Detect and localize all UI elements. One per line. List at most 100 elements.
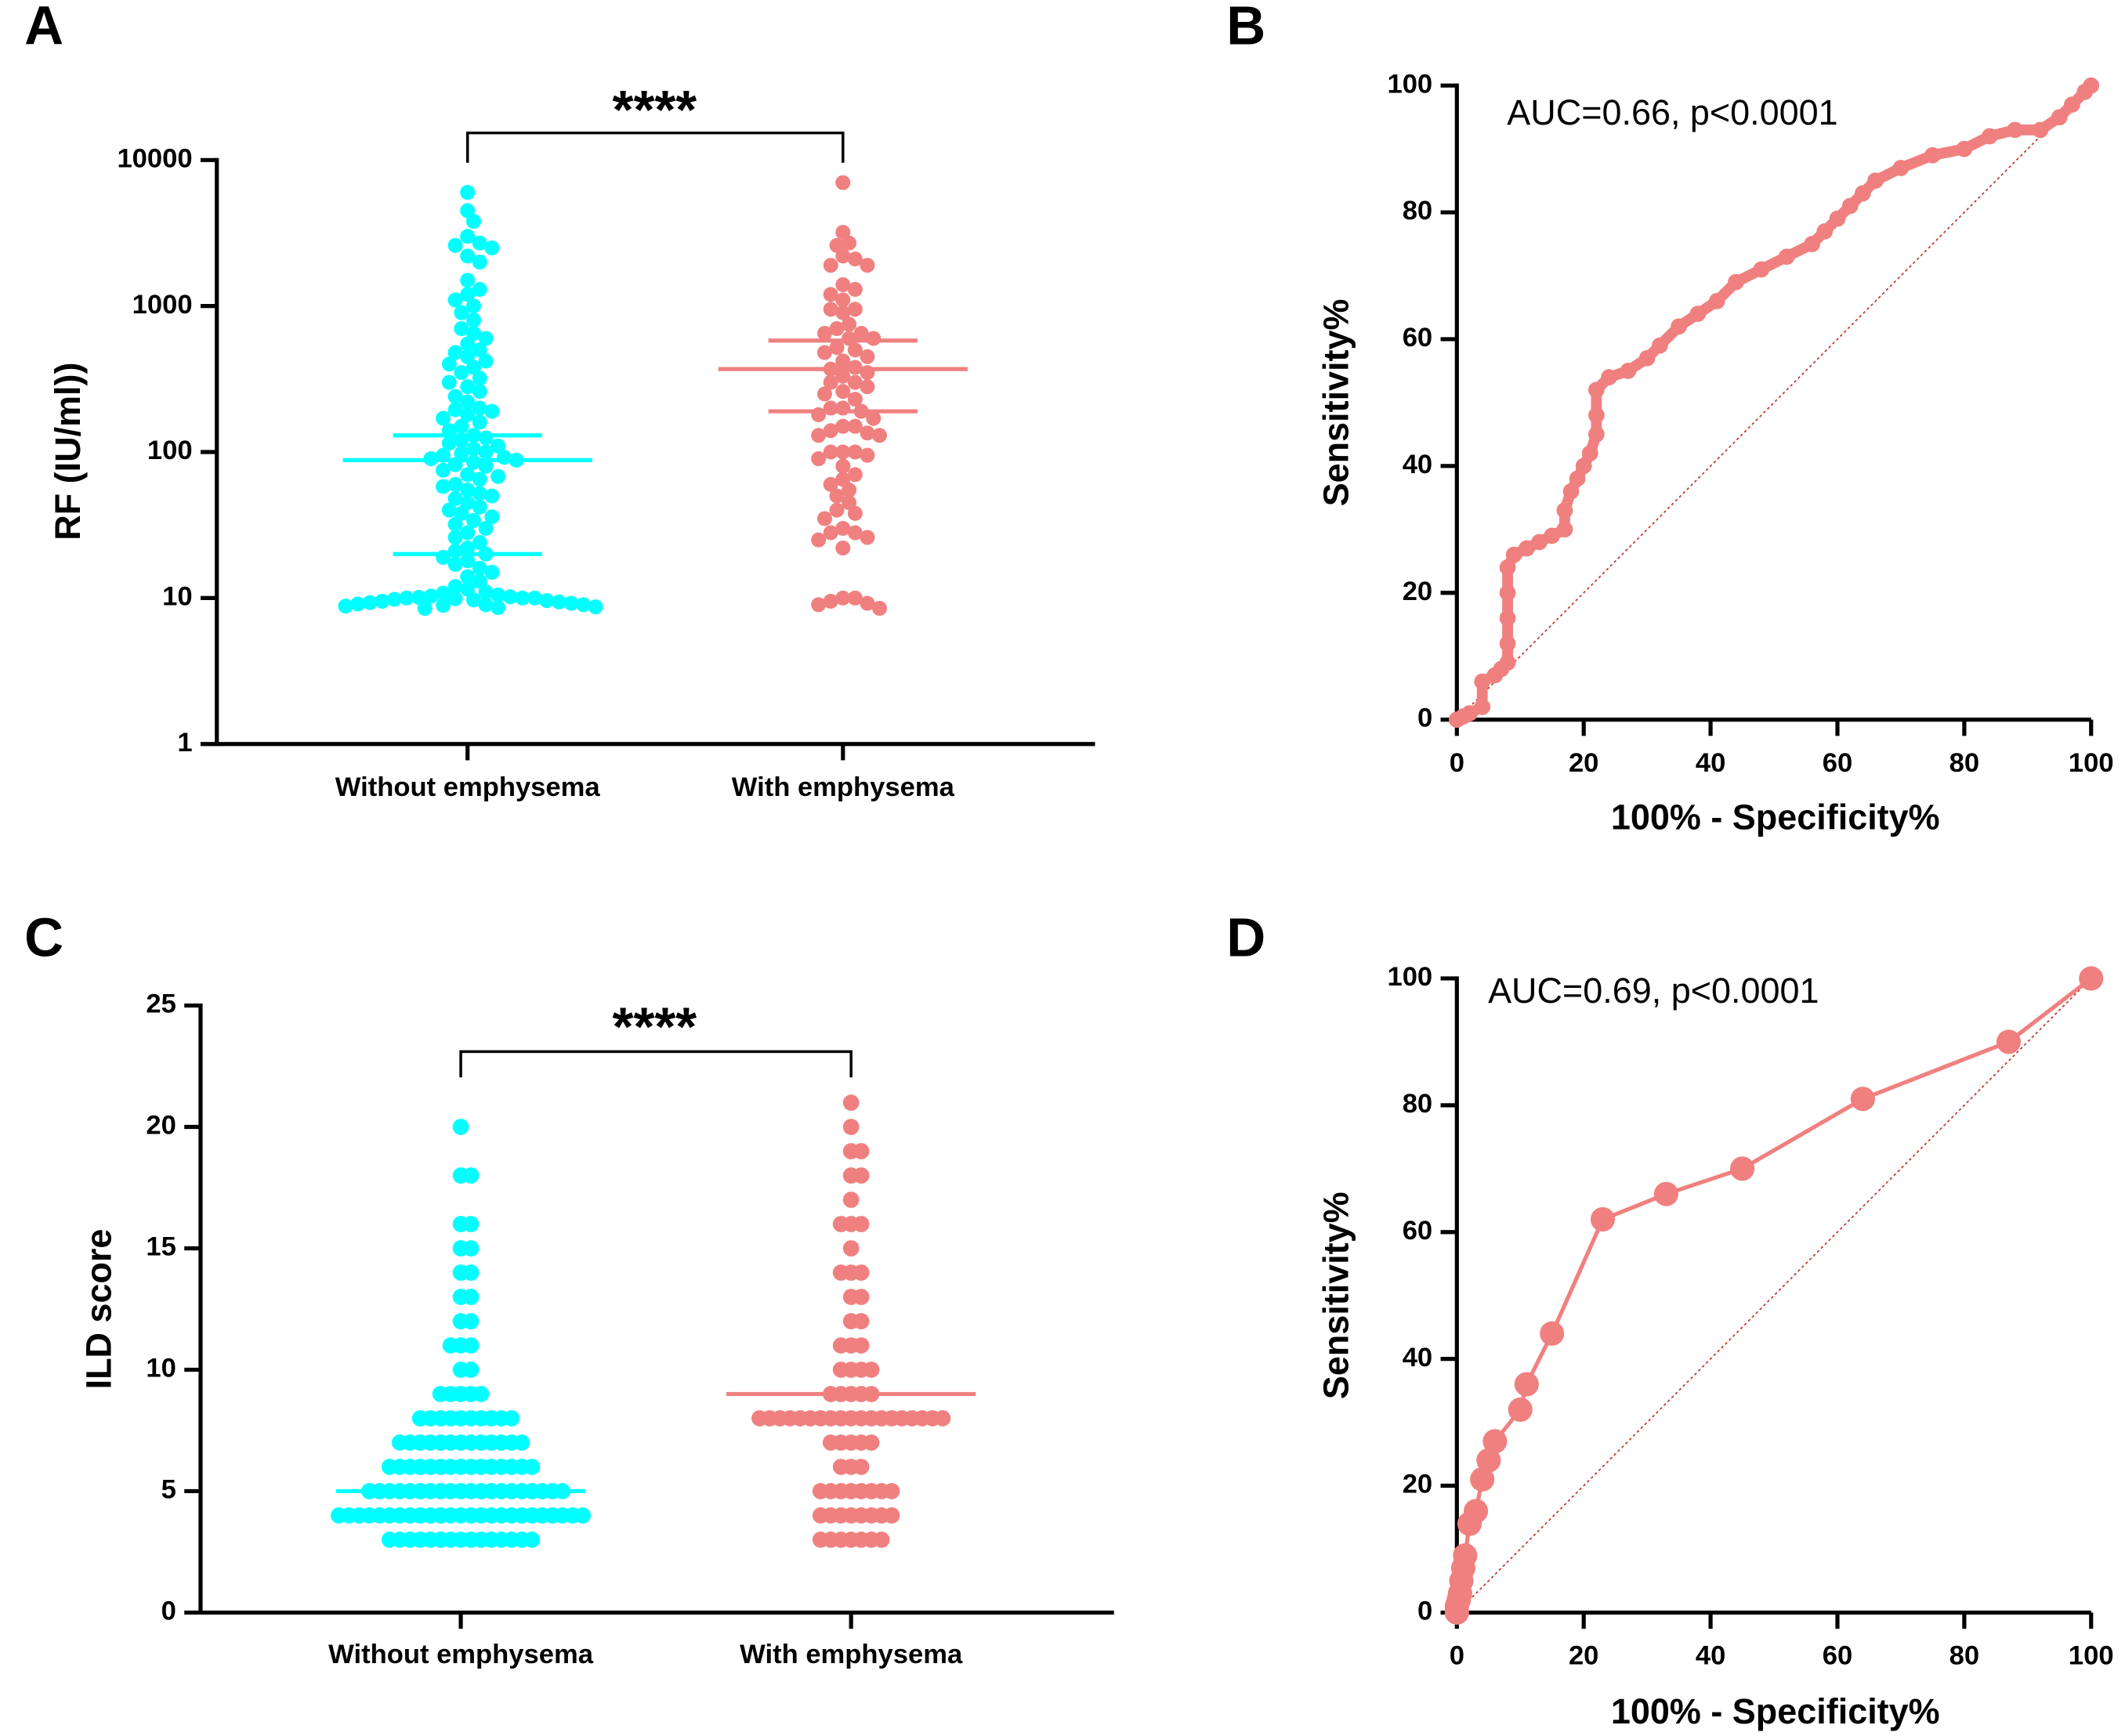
y-tick-label: 20 — [146, 1111, 176, 1141]
data-dot — [847, 392, 863, 407]
data-dot — [491, 438, 506, 454]
data-dot — [871, 428, 888, 443]
data-dot — [523, 1532, 541, 1548]
roc-point — [1689, 306, 1707, 322]
data-dot — [460, 482, 476, 497]
data-dot — [503, 1410, 520, 1427]
data-dot — [472, 486, 487, 501]
data-dot — [391, 1434, 408, 1451]
data-dot — [527, 590, 542, 606]
data-dot — [447, 579, 463, 595]
data-dot — [502, 589, 518, 605]
roc-point — [1841, 197, 1859, 215]
roc-point — [1601, 369, 1617, 385]
x-axis-title: 100% - Specificity% — [1611, 1691, 1940, 1731]
data-dot — [436, 410, 451, 426]
y-tick-label: 40 — [1403, 450, 1432, 479]
roc-point — [1474, 673, 1491, 690]
roc-point — [1981, 128, 1998, 145]
x-tick-label: 0 — [1450, 1641, 1464, 1671]
roc-point — [1499, 559, 1516, 576]
data-dot — [462, 1289, 480, 1305]
y-tick-label: 100 — [1387, 962, 1432, 992]
data-dot — [447, 476, 463, 492]
data-dot — [484, 488, 500, 504]
data-dot — [465, 512, 482, 528]
data-dot — [460, 541, 476, 556]
roc-point — [1470, 1467, 1495, 1492]
roc-point — [1544, 527, 1561, 544]
data-dot — [563, 595, 579, 611]
data-dot — [472, 384, 487, 400]
y-tick-label: 80 — [1403, 1089, 1432, 1119]
data-dot — [832, 1337, 849, 1354]
data-dot — [460, 379, 476, 395]
y-axis-title: Sensitivity% — [1316, 1192, 1356, 1399]
panel-letter: C — [24, 907, 63, 968]
x-tick-label: 20 — [1569, 1641, 1598, 1671]
roc-point — [1892, 160, 1910, 176]
data-dot — [441, 356, 457, 372]
y-tick-label: 10 — [146, 1354, 176, 1383]
data-dot — [447, 402, 463, 418]
data-dot — [823, 525, 838, 541]
data-dot — [816, 345, 832, 360]
data-dot — [472, 400, 487, 416]
roc-point — [1556, 502, 1573, 519]
data-dot — [860, 530, 875, 545]
data-dot — [853, 326, 869, 342]
roc-point — [1816, 222, 1834, 240]
significance-label: **** — [613, 79, 697, 140]
data-dot — [460, 273, 476, 288]
data-dot — [863, 1362, 880, 1378]
roc-point — [1729, 1156, 1755, 1181]
data-dot — [472, 414, 487, 430]
y-tick-label: 60 — [1403, 323, 1432, 353]
data-dot — [436, 462, 451, 478]
y-axis-title: ILD score — [79, 1229, 119, 1390]
data-dot — [860, 379, 875, 395]
data-dot — [842, 1192, 860, 1208]
data-dot — [816, 386, 832, 402]
data-dot — [484, 403, 500, 419]
data-dot — [452, 1119, 469, 1135]
roc-point — [1671, 318, 1687, 335]
data-dot — [832, 1362, 849, 1378]
data-dot — [873, 1532, 890, 1548]
data-dot — [465, 592, 482, 608]
x-tick-label: Without emphysema — [328, 1640, 594, 1669]
data-dot — [442, 1337, 459, 1354]
data-dot — [417, 601, 433, 617]
data-dot — [460, 407, 476, 422]
data-dot — [847, 418, 863, 434]
data-dot — [853, 1143, 870, 1159]
roc-point — [1453, 1543, 1478, 1568]
data-dot — [860, 595, 875, 611]
data-dot — [381, 1532, 398, 1548]
data-dot — [411, 1410, 429, 1427]
y-tick-label: 100 — [1387, 69, 1432, 99]
data-dot — [338, 599, 353, 614]
data-dot — [853, 1337, 870, 1354]
data-dot — [835, 292, 851, 308]
data-dot — [853, 1216, 870, 1232]
reference-diagonal — [1456, 85, 2092, 721]
roc-point — [1581, 445, 1598, 462]
data-dot — [472, 371, 487, 386]
data-dot — [811, 532, 827, 548]
data-dot — [847, 467, 863, 483]
data-dot — [751, 1410, 768, 1427]
data-dot — [934, 1410, 951, 1427]
roc-point — [1753, 261, 1770, 278]
data-dot — [484, 565, 500, 580]
data-dot — [835, 277, 851, 292]
x-axis-title: 100% - Specificity% — [1611, 797, 1940, 837]
data-dot — [842, 235, 857, 251]
data-dot — [829, 321, 845, 337]
data-dot — [860, 425, 875, 441]
data-dot — [460, 248, 476, 264]
data-dot — [436, 598, 451, 613]
y-tick-label: 25 — [146, 989, 176, 1019]
